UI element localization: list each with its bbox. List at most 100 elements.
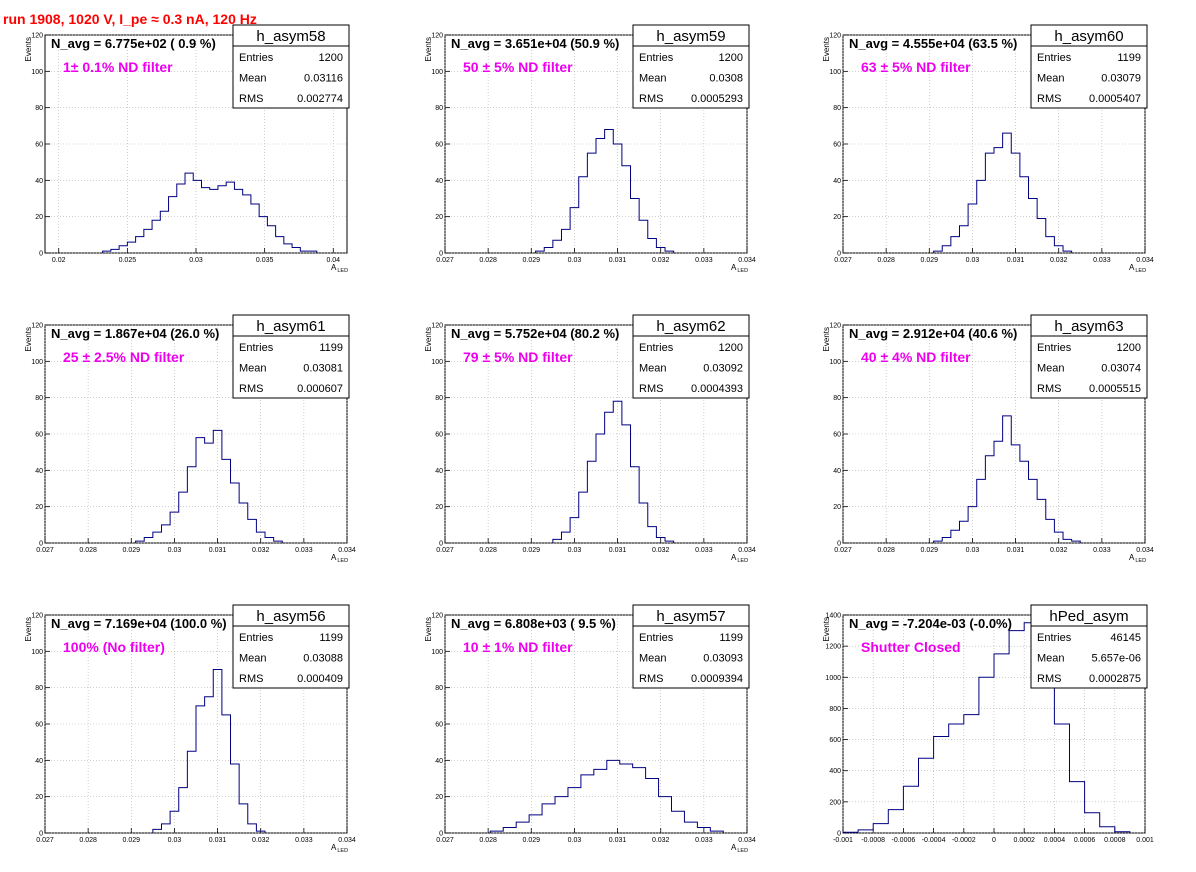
x-axis-label: ALED xyxy=(331,843,348,854)
histogram-panel-h_asym57: 0.027 0.028 0.029 0.03 0.031 0.032 0.033 0.034 0… xyxy=(424,604,756,854)
x-tick-label: 0.033 xyxy=(295,547,313,554)
histogram-series-line xyxy=(135,429,283,543)
y-tick-label: 80 xyxy=(435,685,443,692)
y-tick-label: 80 xyxy=(435,395,443,402)
stat-label: Entries xyxy=(239,632,274,644)
x-tick-label: 0.03 xyxy=(568,547,582,554)
stat-label: RMS xyxy=(1037,673,1061,685)
y-tick-label: 20 xyxy=(435,504,443,511)
y-tick-label: 0 xyxy=(439,251,443,258)
stat-label: Mean xyxy=(1037,363,1065,375)
x-tick-label: 0.032 xyxy=(252,837,270,844)
y-tick-label: 120 xyxy=(829,323,841,330)
x-tick-label: -0.0006 xyxy=(892,837,916,844)
y-tick-label: 40 xyxy=(435,468,443,475)
stats-box xyxy=(632,314,750,399)
stat-label: RMS xyxy=(639,93,663,105)
y-tick-label: 60 xyxy=(435,722,443,729)
histogram-panel-h_asym58: 0.02 0.025 0.03 0.035 0.04 0 20 40 60 80 100 120Eve… xyxy=(24,24,350,274)
y-tick-label: 100 xyxy=(31,649,43,656)
y-tick-label: 0 xyxy=(39,251,43,258)
y-tick-label: 100 xyxy=(829,359,841,366)
y-axis-label: Events xyxy=(822,37,831,61)
stat-value: 0.03092 xyxy=(703,363,743,375)
stat-value: 46145 xyxy=(1110,632,1141,644)
y-tick-label: 1000 xyxy=(825,675,841,682)
navg-label: N_avg = 3.651e+04 (50.9 %) xyxy=(451,36,619,51)
x-tick-label: 0.04 xyxy=(326,257,340,264)
filter-label: 63 ± 5% ND filter xyxy=(861,59,971,75)
x-tick-label: 0.027 xyxy=(834,547,852,554)
stat-label: Entries xyxy=(639,632,674,644)
x-tick-label: 0.0006 xyxy=(1074,837,1096,844)
y-tick-label: 20 xyxy=(435,214,443,221)
y-tick-label: 20 xyxy=(833,214,841,221)
y-tick-label: 600 xyxy=(829,737,841,744)
y-tick-label: 0 xyxy=(39,541,43,548)
y-tick-label: 60 xyxy=(35,142,43,149)
stat-value: 1200 xyxy=(319,52,343,64)
x-tick-label: 0.027 xyxy=(436,257,454,264)
histogram-panel-h_asym63: 0.027 0.028 0.029 0.03 0.031 0.032 0.033 0.034 0… xyxy=(822,314,1154,564)
x-tick-label: -0.0002 xyxy=(952,837,976,844)
x-tick-label: 0.03 xyxy=(168,547,182,554)
x-tick-label: 0.035 xyxy=(256,257,274,264)
y-tick-label: 60 xyxy=(35,432,43,439)
x-tick-label: 0.032 xyxy=(652,257,670,264)
stat-label: RMS xyxy=(1037,383,1061,395)
x-tick-label: -0.0004 xyxy=(922,837,946,844)
filter-label: 79 ± 5% ND filter xyxy=(463,349,573,365)
stat-value: 1199 xyxy=(719,632,743,644)
x-axis-label: ALED xyxy=(731,553,748,564)
navg-label: N_avg = 6.808e+03 ( 9.5 %) xyxy=(451,616,616,631)
x-tick-label: 0.032 xyxy=(652,837,670,844)
y-tick-label: 60 xyxy=(435,142,443,149)
x-tick-label: 0.028 xyxy=(479,547,497,554)
y-tick-label: 40 xyxy=(833,178,841,185)
x-tick-label: 0.031 xyxy=(209,837,227,844)
x-tick-label: 0.033 xyxy=(1093,257,1111,264)
histogram-name: h_asym58 xyxy=(256,28,325,45)
stat-label: Mean xyxy=(239,653,267,665)
stat-label: Entries xyxy=(1037,342,1072,354)
stat-value: 0.03081 xyxy=(303,363,343,375)
stat-label: Mean xyxy=(239,73,267,85)
y-axis-label: Events xyxy=(424,327,433,351)
stat-label: RMS xyxy=(239,383,263,395)
stat-value: 0.000409 xyxy=(297,673,343,685)
x-tick-label: 0.03 xyxy=(966,257,980,264)
x-axis-label: ALED xyxy=(731,263,748,274)
stat-label: RMS xyxy=(639,673,663,685)
histogram-name: h_asym62 xyxy=(656,318,725,335)
x-axis-label: ALED xyxy=(331,263,348,274)
navg-label: N_avg = 5.752e+04 (80.2 %) xyxy=(451,326,619,341)
y-axis-label: Events xyxy=(24,327,33,351)
y-tick-label: 20 xyxy=(35,794,43,801)
y-tick-label: 40 xyxy=(435,758,443,765)
y-tick-label: 60 xyxy=(35,722,43,729)
y-tick-label: 1400 xyxy=(825,613,841,620)
histogram-name: h_asym59 xyxy=(656,28,725,45)
y-tick-label: 100 xyxy=(431,69,443,76)
histogram-panel-h_asym61: 0.027 0.028 0.029 0.03 0.031 0.032 0.033 0.034 0… xyxy=(24,314,356,564)
stat-value: 1200 xyxy=(1117,342,1141,354)
histogram-panel-h_asym60: 0.027 0.028 0.029 0.03 0.031 0.032 0.033 0.034 0… xyxy=(822,24,1154,274)
x-tick-label: 0.03 xyxy=(189,257,203,264)
stat-label: RMS xyxy=(639,383,663,395)
y-tick-label: 0 xyxy=(439,541,443,548)
x-tick-label: 0.02 xyxy=(52,257,66,264)
x-tick-label: 0.001 xyxy=(1136,837,1154,844)
x-tick-label: 0.0004 xyxy=(1044,837,1066,844)
x-tick-label: 0.027 xyxy=(834,257,852,264)
stat-label: Entries xyxy=(239,52,274,64)
y-tick-label: 120 xyxy=(431,323,443,330)
stat-value: 1199 xyxy=(319,342,343,354)
x-tick-label: 0.032 xyxy=(252,547,270,554)
x-tick-label: 0.034 xyxy=(1136,547,1154,554)
y-tick-label: 100 xyxy=(31,359,43,366)
stat-label: RMS xyxy=(239,673,263,685)
stat-label: Mean xyxy=(639,73,667,85)
histogram-series-line xyxy=(102,172,318,253)
filter-label: 25 ± 2.5% ND filter xyxy=(63,349,185,365)
y-tick-label: 0 xyxy=(837,831,841,838)
